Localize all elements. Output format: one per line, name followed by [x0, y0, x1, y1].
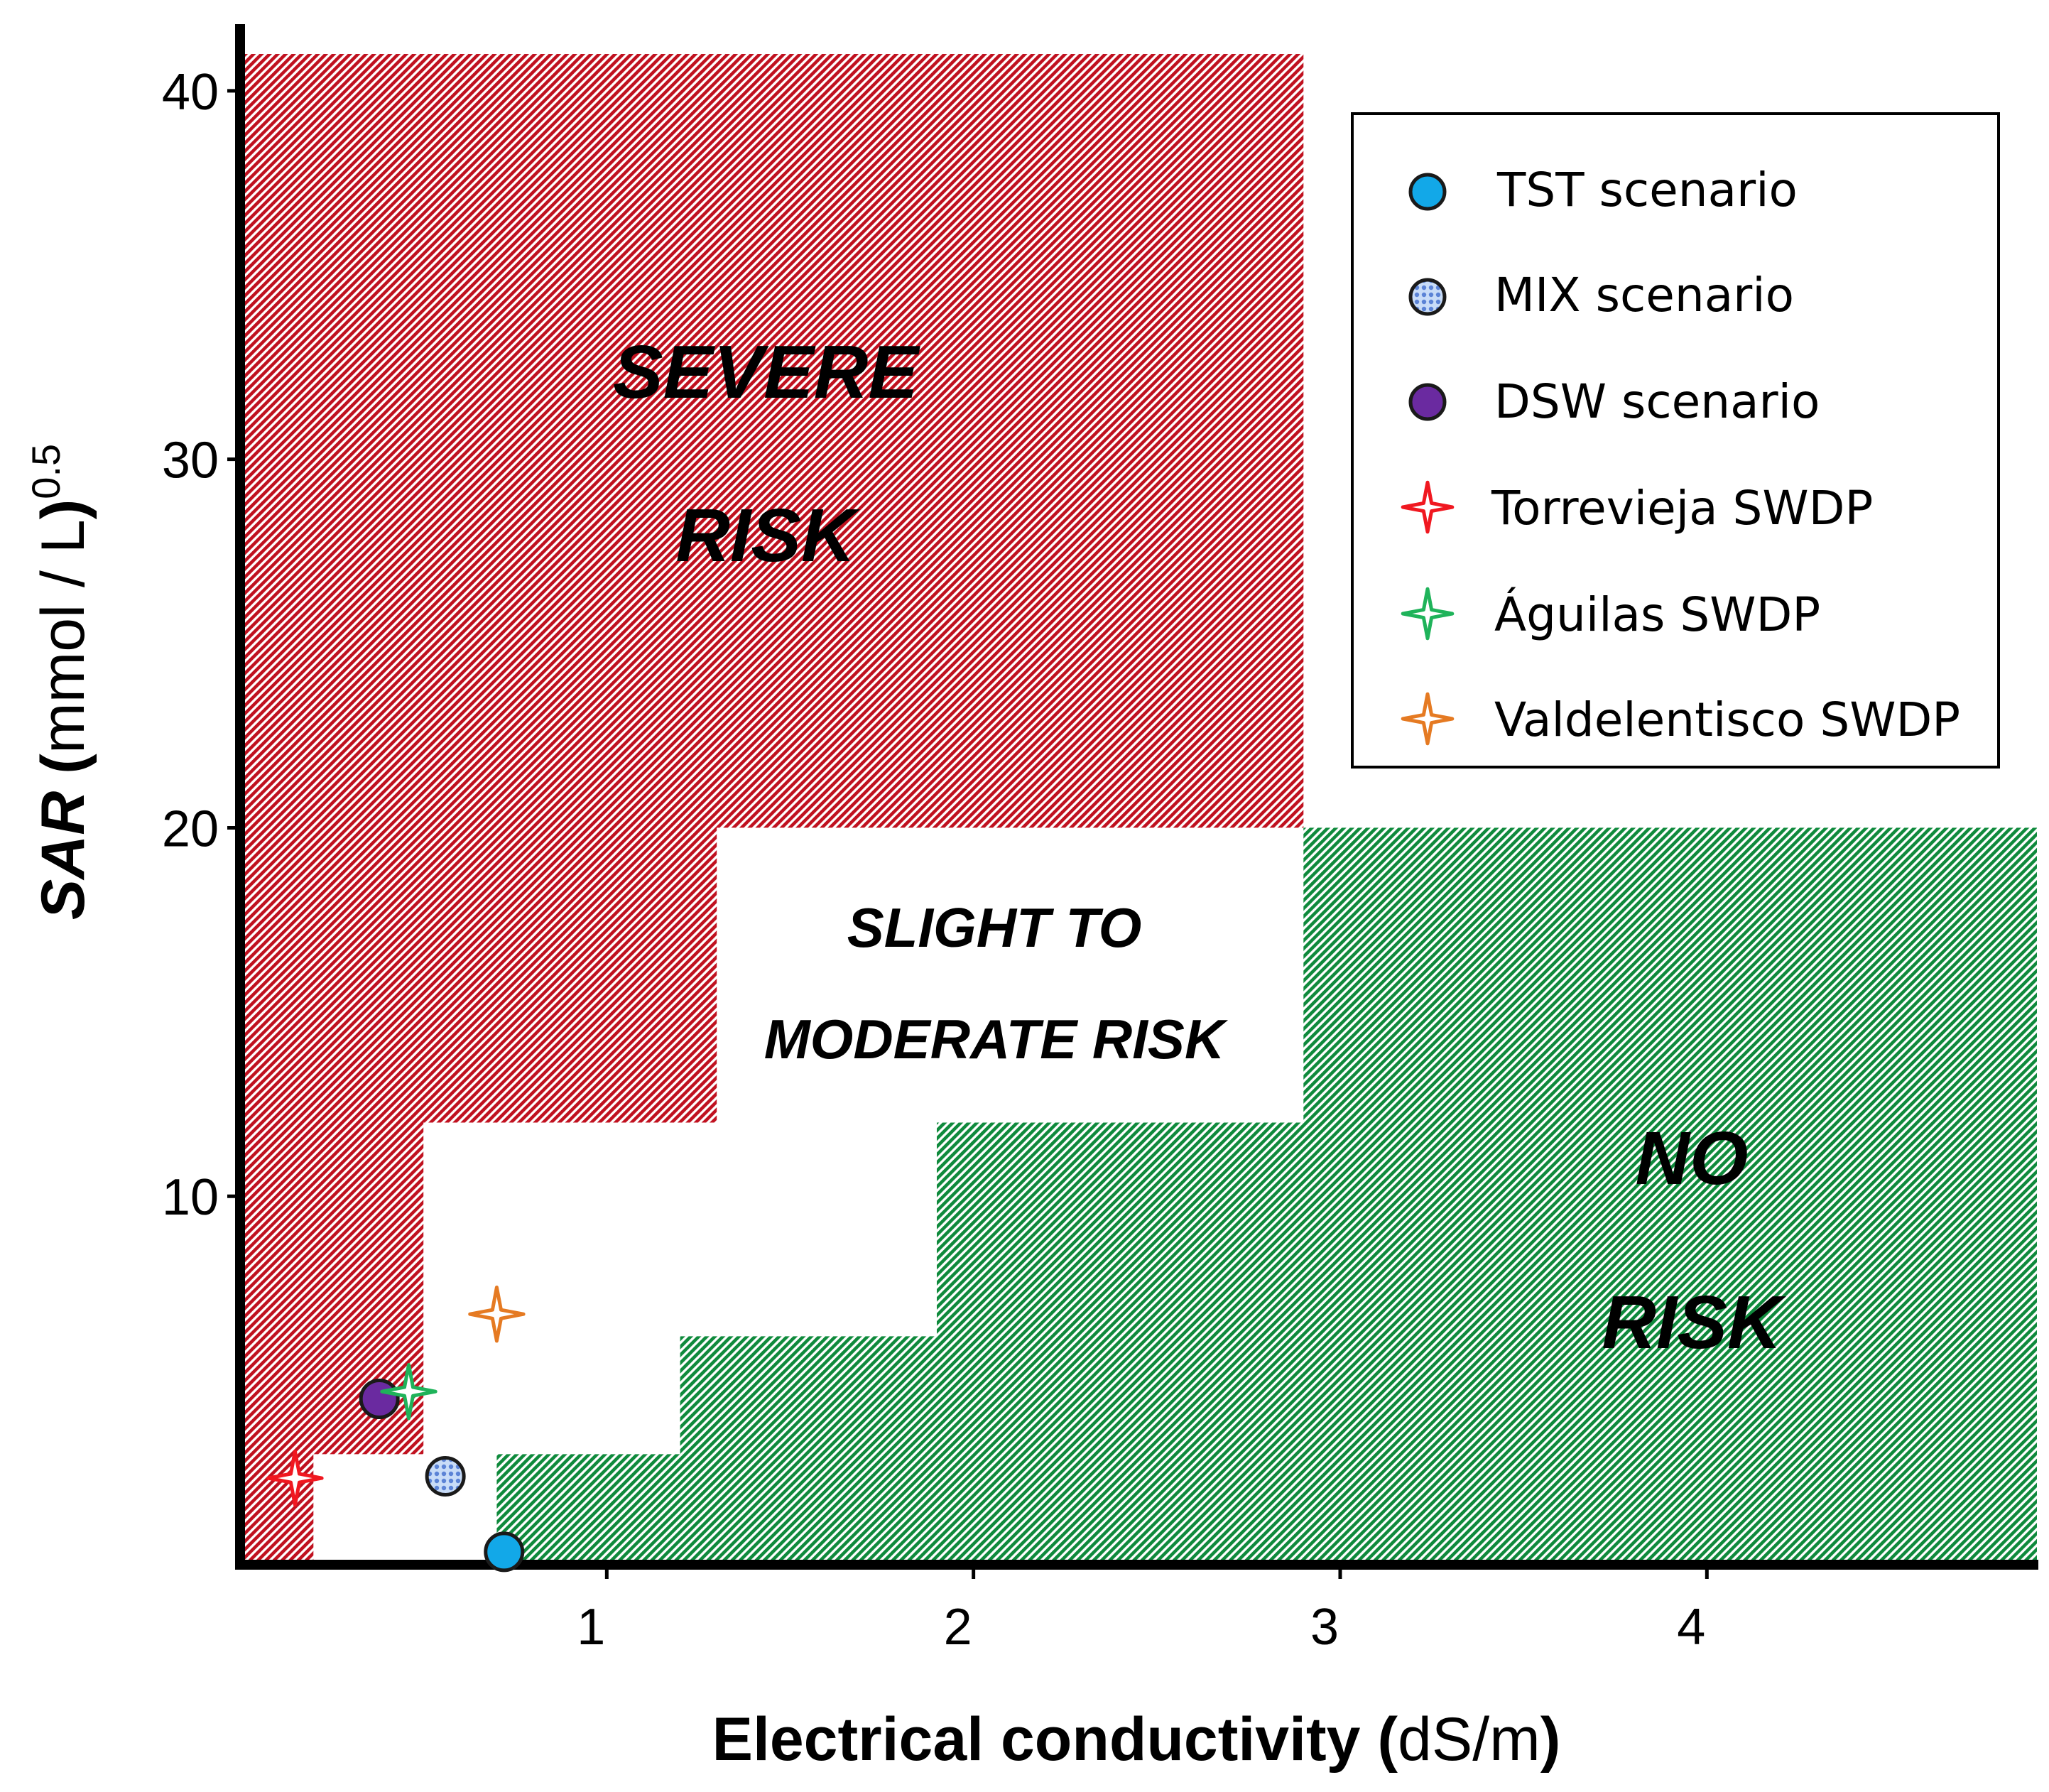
y-tick-label: 30 — [162, 433, 219, 489]
x-tick-label: 2 — [944, 1599, 972, 1656]
data-point-tst-scenario — [484, 1531, 525, 1573]
data-point-dsw-scenario — [359, 1379, 400, 1420]
x-axis-title-main: Electrical conductivity — [712, 1705, 1361, 1774]
data-point-torrevieja-swdp — [266, 1449, 324, 1507]
slight-to-moderate-risk-label-line1: SLIGHT TO — [847, 896, 1142, 959]
y-tick-label: 20 — [162, 800, 219, 857]
y-tick-label: 40 — [162, 64, 219, 121]
y-axis-title-exponent: 0.5 — [23, 444, 68, 499]
no-risk-label-line1: NO — [1636, 1117, 1749, 1200]
legend-label-tst: TST scenario — [1496, 163, 1798, 217]
x-axis-title-unit: dS/m — [1398, 1705, 1540, 1774]
legend-marker-valdelentisco-swdp — [1401, 692, 1455, 746]
legend: TST scenario MIX scenario DSW scenario T… — [1351, 112, 2000, 769]
severe-risk-label-line1: SEVERE — [613, 330, 920, 414]
no-risk-region — [496, 827, 2038, 1565]
legend-marker-dsw-scenario — [1408, 383, 1447, 421]
data-point-mix-scenario — [425, 1455, 466, 1497]
legend-label-aguilas: Águilas SWDP — [1494, 587, 1820, 642]
no-risk-label-line2: RISK — [1602, 1281, 1786, 1364]
severe-risk-label-line2: RISK — [675, 494, 860, 577]
legend-label-dsw: DSW scenario — [1494, 374, 1820, 429]
x-axis-title-close-paren: ) — [1540, 1705, 1561, 1774]
legend-box — [1351, 112, 2000, 769]
legend-label-torrevieja: Torrevieja SWDP — [1491, 481, 1873, 536]
y-axis-title-open-paren: ( — [29, 754, 97, 791]
data-point-valdelentisco-swdp — [468, 1286, 526, 1343]
x-axis-title-open-paren: ( — [1360, 1705, 1398, 1774]
slight-to-moderate-risk-label-line2: MODERATE RISK — [764, 1008, 1229, 1070]
y-tick-label: 10 — [162, 1169, 219, 1226]
y-axis-title-main: SAR — [29, 791, 97, 921]
legend-label-valdelentisco: Valdelentisco SWDP — [1494, 693, 1960, 747]
y-ticks: 10 20 30 40 — [162, 64, 240, 1226]
legend-marker-tst-scenario — [1408, 173, 1447, 211]
x-ticks: 1 2 3 4 — [577, 1565, 1709, 1656]
x-tick-label: 1 — [577, 1599, 605, 1656]
data-point-aguilas-swdp — [380, 1363, 437, 1421]
legend-label-mix: MIX scenario — [1494, 268, 1794, 322]
y-axis-title-close-paren: ) — [29, 499, 97, 520]
y-axis-title: SAR (mmol / L)0.5 — [23, 444, 97, 920]
legend-marker-mix-scenario — [1408, 278, 1447, 316]
severe-risk-region — [240, 54, 1304, 1565]
x-tick-label: 3 — [1310, 1599, 1339, 1656]
data-points — [266, 1286, 526, 1573]
legend-marker-torrevieja-swdp — [1401, 480, 1455, 534]
y-axis-title-unit: mmol / L — [29, 519, 97, 754]
legend-markers — [1401, 173, 1455, 746]
legend-marker-aguilas-swdp — [1401, 587, 1455, 641]
x-axis-title: Electrical conductivity (dS/m) — [712, 1705, 1561, 1774]
x-tick-label: 4 — [1677, 1599, 1705, 1656]
